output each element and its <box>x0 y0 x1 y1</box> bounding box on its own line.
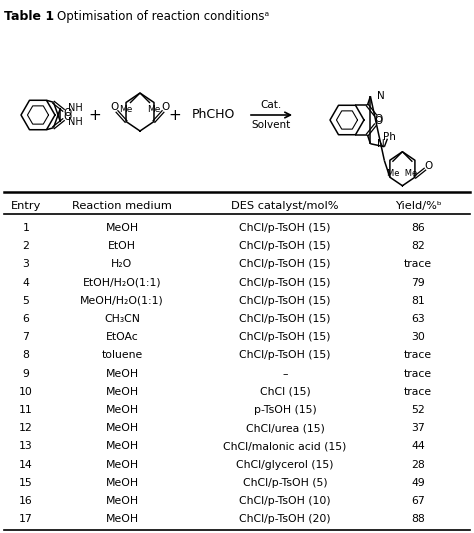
Text: +: + <box>89 108 101 123</box>
Text: 12: 12 <box>19 423 33 433</box>
Text: EtOAc: EtOAc <box>106 332 138 342</box>
Text: 14: 14 <box>19 459 33 470</box>
Text: PhCHO: PhCHO <box>192 109 236 122</box>
Text: MeOH: MeOH <box>105 459 138 470</box>
Text: H₂O: H₂O <box>111 260 133 269</box>
Text: 2: 2 <box>23 241 29 251</box>
Text: 49: 49 <box>411 478 425 488</box>
Text: N: N <box>377 139 385 149</box>
Text: toluene: toluene <box>101 350 143 360</box>
Text: ChCl/p-TsOH (5): ChCl/p-TsOH (5) <box>243 478 328 488</box>
Text: 13: 13 <box>19 441 33 451</box>
Text: 1: 1 <box>23 223 29 233</box>
Text: MeOH: MeOH <box>105 496 138 506</box>
Text: ChCl/p-TsOH (10): ChCl/p-TsOH (10) <box>239 496 331 506</box>
Text: 6: 6 <box>23 314 29 324</box>
Text: NH: NH <box>69 103 83 113</box>
Text: MeOH: MeOH <box>105 405 138 415</box>
Text: ChCl/glycerol (15): ChCl/glycerol (15) <box>236 459 334 470</box>
Text: Reaction medium: Reaction medium <box>72 201 172 211</box>
Text: O: O <box>374 116 383 126</box>
Text: 88: 88 <box>411 514 425 524</box>
Text: ChCl/p-TsOH (15): ChCl/p-TsOH (15) <box>239 278 331 288</box>
Text: 30: 30 <box>411 332 425 342</box>
Text: EtOH/H₂O(1:1): EtOH/H₂O(1:1) <box>82 278 161 288</box>
Text: Ph: Ph <box>383 132 396 142</box>
Text: EtOH: EtOH <box>108 241 136 251</box>
Text: ChCl/p-TsOH (15): ChCl/p-TsOH (15) <box>239 260 331 269</box>
Text: DES catalyst/mol%: DES catalyst/mol% <box>231 201 339 211</box>
Text: 52: 52 <box>411 405 425 415</box>
Text: 4: 4 <box>23 278 29 288</box>
Text: 10: 10 <box>19 387 33 397</box>
Text: ChCl/p-TsOH (15): ChCl/p-TsOH (15) <box>239 223 331 233</box>
Text: MeOH: MeOH <box>105 423 138 433</box>
Text: O: O <box>425 161 433 171</box>
Text: O: O <box>64 112 72 122</box>
Text: 28: 28 <box>411 459 425 470</box>
Text: 82: 82 <box>411 241 425 251</box>
Text: ChCl/p-TsOH (15): ChCl/p-TsOH (15) <box>239 314 331 324</box>
Text: O: O <box>374 114 383 124</box>
Text: N: N <box>377 91 385 101</box>
Text: trace: trace <box>404 387 432 397</box>
Text: ChCl/p-TsOH (15): ChCl/p-TsOH (15) <box>239 332 331 342</box>
Text: Me: Me <box>147 106 161 115</box>
Text: 5: 5 <box>23 296 29 306</box>
Text: trace: trace <box>404 350 432 360</box>
Text: 7: 7 <box>23 332 29 342</box>
Text: ChCl/p-TsOH (15): ChCl/p-TsOH (15) <box>239 350 331 360</box>
Text: MeOH: MeOH <box>105 514 138 524</box>
Text: 81: 81 <box>411 296 425 306</box>
Text: MeOH/H₂O(1:1): MeOH/H₂O(1:1) <box>80 296 164 306</box>
Text: MeOH: MeOH <box>105 387 138 397</box>
Text: 44: 44 <box>411 441 425 451</box>
Text: Optimisation of reaction conditionsᵃ: Optimisation of reaction conditionsᵃ <box>57 10 269 23</box>
Text: Table 1: Table 1 <box>4 10 54 23</box>
Text: Cat.: Cat. <box>260 100 282 110</box>
Text: Me: Me <box>119 106 133 115</box>
Text: ChCl/urea (15): ChCl/urea (15) <box>246 423 324 433</box>
Text: ChCl/p-TsOH (15): ChCl/p-TsOH (15) <box>239 296 331 306</box>
Text: 11: 11 <box>19 405 33 415</box>
Text: 15: 15 <box>19 478 33 488</box>
Text: ChCl/malonic acid (15): ChCl/malonic acid (15) <box>223 441 346 451</box>
Text: NH: NH <box>69 117 83 127</box>
Text: MeOH: MeOH <box>105 478 138 488</box>
Text: trace: trace <box>404 369 432 378</box>
Text: MeOH: MeOH <box>105 369 138 378</box>
Text: 3: 3 <box>23 260 29 269</box>
Text: 63: 63 <box>411 314 425 324</box>
Text: 86: 86 <box>411 223 425 233</box>
Text: 79: 79 <box>411 278 425 288</box>
Text: 67: 67 <box>411 496 425 506</box>
Text: CH₃CN: CH₃CN <box>104 314 140 324</box>
Text: Me  Me: Me Me <box>387 169 418 178</box>
Text: ChCl (15): ChCl (15) <box>260 387 310 397</box>
Text: –: – <box>282 369 288 378</box>
Text: trace: trace <box>404 260 432 269</box>
Text: Solvent: Solvent <box>251 120 291 130</box>
Text: ChCl/p-TsOH (15): ChCl/p-TsOH (15) <box>239 241 331 251</box>
Text: MeOH: MeOH <box>105 223 138 233</box>
Text: MeOH: MeOH <box>105 441 138 451</box>
Text: Yield/%ᵇ: Yield/%ᵇ <box>395 201 441 211</box>
Text: p-TsOH (15): p-TsOH (15) <box>254 405 316 415</box>
Text: O: O <box>162 102 170 112</box>
Text: 16: 16 <box>19 496 33 506</box>
Text: 37: 37 <box>411 423 425 433</box>
Text: 9: 9 <box>23 369 29 378</box>
Text: 8: 8 <box>23 350 29 360</box>
Text: 17: 17 <box>19 514 33 524</box>
Text: Entry: Entry <box>11 201 41 211</box>
Text: ChCl/p-TsOH (20): ChCl/p-TsOH (20) <box>239 514 331 524</box>
Text: O: O <box>110 102 118 112</box>
Text: +: + <box>169 108 182 123</box>
Text: O: O <box>64 108 72 118</box>
